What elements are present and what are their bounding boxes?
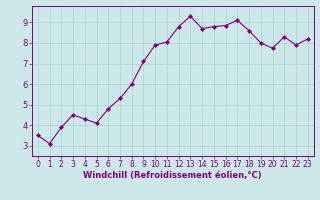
X-axis label: Windchill (Refroidissement éolien,°C): Windchill (Refroidissement éolien,°C): [84, 171, 262, 180]
